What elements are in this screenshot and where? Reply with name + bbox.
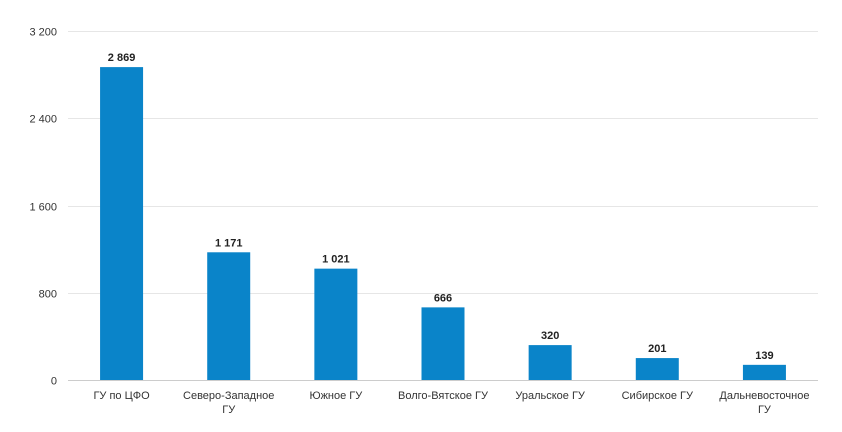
category-label-line: Сибирское ГУ — [622, 390, 694, 402]
category-label: ГУ по ЦФО — [93, 390, 150, 402]
category-label-line: Дальневосточное — [719, 390, 809, 402]
bar — [528, 345, 572, 380]
data-label: 139 — [755, 350, 773, 362]
bars — [100, 67, 786, 381]
category-label-line: ГУ — [222, 404, 236, 416]
category-label: Волго-Вятское ГУ — [398, 390, 489, 402]
category-label: Южное ГУ — [309, 390, 363, 402]
y-axis-ticks: 0 800 1 600 2 400 3 200 — [29, 27, 57, 388]
data-labels: 2 869 1 171 1 021 666 320 201 139 — [108, 52, 774, 362]
data-label: 666 — [434, 292, 452, 304]
y-tick-label: 1 600 — [29, 202, 57, 214]
y-tick-label: 0 — [51, 376, 57, 388]
category-label: Северо-Западное ГУ — [183, 390, 274, 416]
data-label: 1 021 — [322, 254, 350, 266]
bar — [100, 67, 144, 381]
bar — [207, 252, 251, 380]
category-label-line: ГУ — [758, 404, 772, 416]
bar — [742, 364, 786, 380]
bar — [314, 268, 358, 380]
category-label-line: Волго-Вятское ГУ — [398, 390, 489, 402]
category-label-line: Уральское ГУ — [515, 390, 586, 402]
category-label: Уральское ГУ — [515, 390, 586, 402]
x-axis-categories: ГУ по ЦФО Северо-Западное ГУ Южное ГУ Волго-… — [93, 390, 809, 416]
gridlines — [68, 31, 818, 381]
bar — [421, 307, 465, 380]
data-label: 1 171 — [215, 237, 243, 249]
y-tick-label: 800 — [39, 289, 57, 301]
data-label: 320 — [541, 330, 559, 342]
data-label: 201 — [648, 343, 666, 355]
category-label-line: Южное ГУ — [309, 390, 363, 402]
y-tick-label: 3 200 — [29, 27, 57, 39]
category-label: Сибирское ГУ — [622, 390, 694, 402]
y-tick-label: 2 400 — [29, 114, 57, 126]
category-label-line: Северо-Западное — [183, 390, 274, 402]
data-label: 2 869 — [108, 52, 136, 64]
category-label-line: ГУ по ЦФО — [93, 390, 150, 402]
category-label: Дальневосточное ГУ — [719, 390, 809, 416]
bar — [635, 358, 679, 380]
